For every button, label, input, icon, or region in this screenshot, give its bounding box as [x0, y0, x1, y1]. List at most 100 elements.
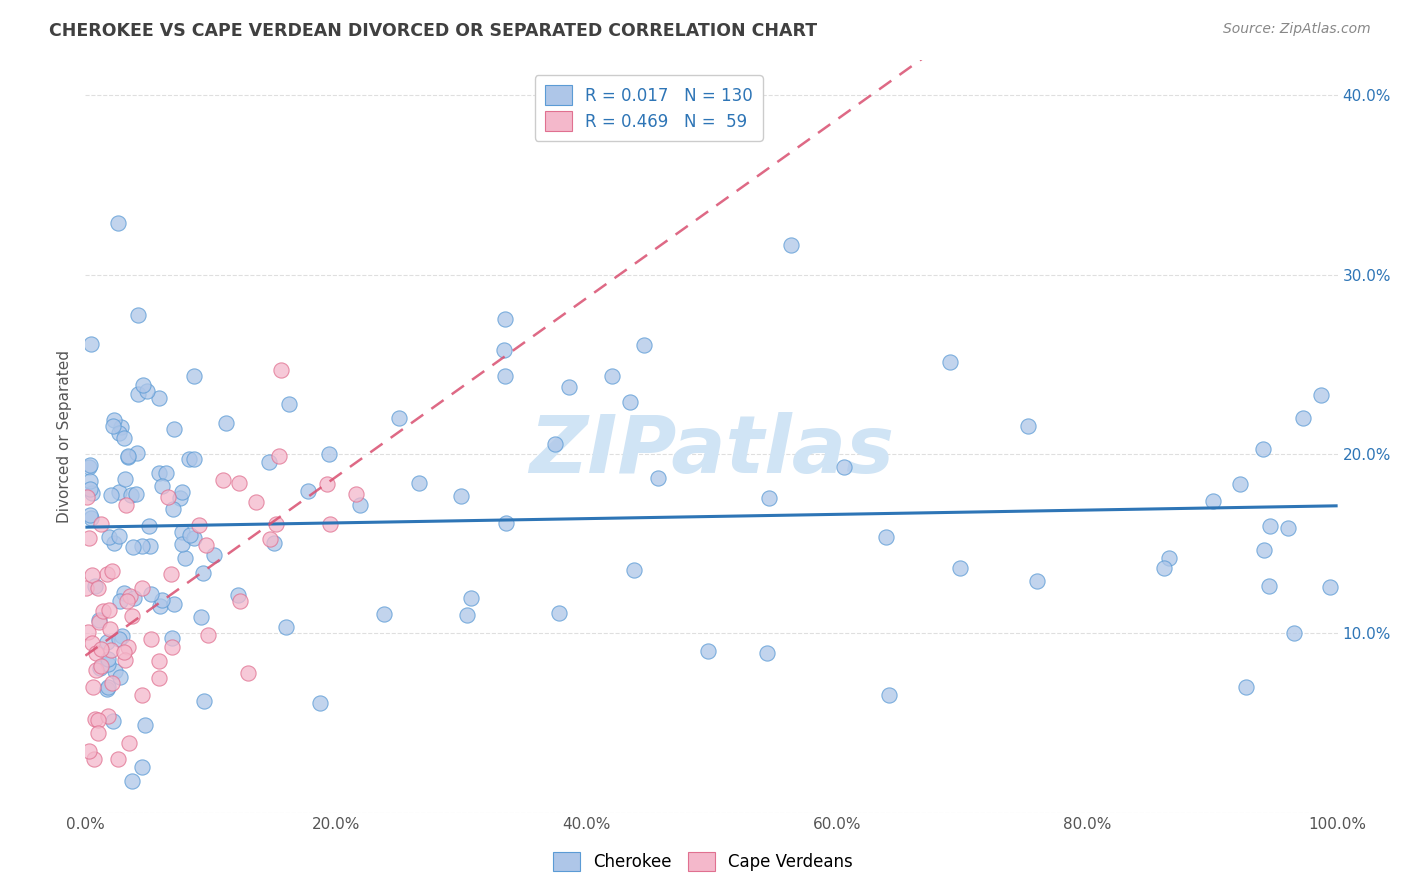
- Point: [112, 432, 135, 446]
- Point: [373, 607, 395, 622]
- Point: [229, 593, 252, 607]
- Point: [494, 368, 516, 383]
- Point: [779, 238, 801, 252]
- Point: [696, 644, 718, 658]
- Point: [100, 642, 122, 657]
- Point: [87, 714, 110, 728]
- Point: [134, 717, 156, 731]
- Point: [633, 338, 655, 352]
- Point: [150, 479, 173, 493]
- Point: [117, 594, 139, 608]
- Point: [150, 593, 173, 607]
- Point: [270, 363, 292, 377]
- Point: [1310, 387, 1333, 401]
- Point: [97, 603, 120, 617]
- Point: [135, 384, 157, 398]
- Text: ZIPatlas: ZIPatlas: [529, 412, 894, 490]
- Point: [125, 446, 148, 460]
- Point: [108, 425, 131, 440]
- Point: [619, 394, 641, 409]
- Point: [104, 664, 127, 678]
- Point: [558, 380, 581, 394]
- Point: [107, 752, 129, 766]
- Point: [1234, 680, 1257, 694]
- Point: [131, 688, 153, 702]
- Point: [602, 368, 624, 383]
- Point: [148, 654, 170, 668]
- Point: [408, 475, 430, 490]
- Point: [111, 629, 134, 643]
- Point: [80, 636, 103, 650]
- Point: [183, 369, 205, 384]
- Point: [82, 568, 104, 582]
- Point: [179, 528, 201, 542]
- Point: [101, 676, 124, 690]
- Point: [108, 632, 131, 646]
- Point: [162, 631, 184, 645]
- Point: [84, 646, 107, 660]
- Point: [193, 694, 215, 708]
- Point: [156, 490, 179, 504]
- Point: [297, 484, 319, 499]
- Point: [77, 531, 100, 545]
- Point: [84, 579, 107, 593]
- Point: [75, 581, 97, 595]
- Point: [132, 377, 155, 392]
- Point: [83, 712, 105, 726]
- Point: [172, 525, 194, 540]
- Y-axis label: Divorced or Separated: Divorced or Separated: [58, 350, 72, 523]
- Point: [79, 482, 101, 496]
- Point: [162, 502, 184, 516]
- Point: [80, 486, 103, 500]
- Point: [79, 475, 101, 489]
- Point: [318, 447, 340, 461]
- Point: [756, 646, 779, 660]
- Point: [108, 594, 131, 608]
- Point: [84, 663, 107, 677]
- Point: [112, 586, 135, 600]
- Point: [120, 589, 142, 603]
- Point: [141, 587, 163, 601]
- Point: [80, 337, 103, 351]
- Point: [87, 615, 110, 630]
- Point: [160, 640, 183, 655]
- Point: [877, 688, 900, 702]
- Point: [191, 566, 214, 581]
- Point: [87, 726, 110, 740]
- Point: [114, 645, 136, 659]
- Point: [188, 517, 211, 532]
- Point: [1153, 561, 1175, 575]
- Point: [114, 653, 136, 667]
- Point: [103, 418, 125, 433]
- Legend: Cherokee, Cape Verdeans: Cherokee, Cape Verdeans: [544, 843, 862, 880]
- Point: [149, 599, 172, 613]
- Point: [456, 608, 478, 623]
- Point: [121, 609, 143, 624]
- Point: [1258, 519, 1281, 533]
- Point: [141, 632, 163, 646]
- Text: CHEROKEE VS CAPE VERDEAN DIVORCED OR SEPARATED CORRELATION CHART: CHEROKEE VS CAPE VERDEAN DIVORCED OR SEP…: [49, 22, 817, 40]
- Point: [76, 625, 98, 640]
- Point: [875, 530, 897, 544]
- Point: [1202, 494, 1225, 508]
- Point: [277, 397, 299, 411]
- Point: [212, 473, 235, 487]
- Point: [79, 508, 101, 522]
- Point: [202, 548, 225, 562]
- Point: [108, 529, 131, 543]
- Point: [257, 455, 280, 469]
- Point: [97, 657, 120, 672]
- Point: [138, 519, 160, 533]
- Point: [98, 622, 121, 636]
- Point: [274, 620, 297, 634]
- Point: [174, 551, 197, 566]
- Point: [319, 517, 342, 532]
- Point: [259, 533, 281, 547]
- Point: [495, 516, 517, 530]
- Point: [122, 540, 145, 554]
- Point: [103, 413, 125, 427]
- Point: [544, 437, 567, 451]
- Point: [450, 489, 472, 503]
- Point: [1025, 574, 1047, 588]
- Point: [103, 536, 125, 550]
